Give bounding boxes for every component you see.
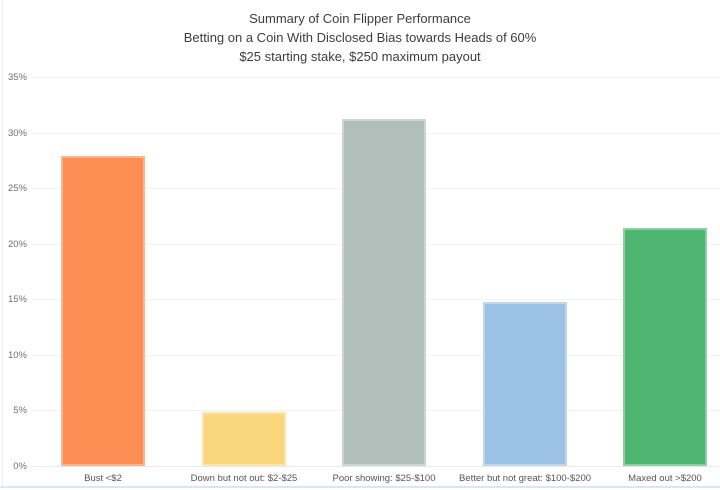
chart-bottom-border [0,486,720,488]
y-tick-label: 20% [7,239,27,250]
x-category-label: Bust <$2 [84,473,122,484]
bar [202,412,286,466]
y-tick-label: 15% [7,294,27,305]
gridline [31,77,720,78]
y-tick-label: 35% [7,72,27,83]
y-tick-label: 5% [13,405,27,416]
chart-title-line-2: Betting on a Coin With Disclosed Bias to… [183,30,537,45]
chart-title: Summary of Coin Flipper Performance Bett… [0,9,720,66]
y-tick-label: 10% [7,350,27,361]
x-category-label: Poor showing: $25-$100 [332,473,436,484]
y-tick-label: 30% [7,128,27,139]
chart-title-line-1: Summary of Coin Flipper Performance [249,11,471,26]
x-category-label: Better but not great: $100-$200 [458,473,592,484]
chart-left-border [2,0,3,487]
y-tick-label: 0% [13,461,27,472]
bar [342,119,426,466]
y-tick-label: 25% [7,183,27,194]
x-category-label: Maxed out >$200 [628,473,702,484]
x-category-label: Down but not out: $2-$25 [190,473,298,484]
bar [61,156,145,466]
x-axis-line [31,466,720,467]
bar [623,228,707,466]
chart-title-line-3: $25 starting stake, $250 maximum payout [239,49,481,64]
bar [483,302,567,466]
